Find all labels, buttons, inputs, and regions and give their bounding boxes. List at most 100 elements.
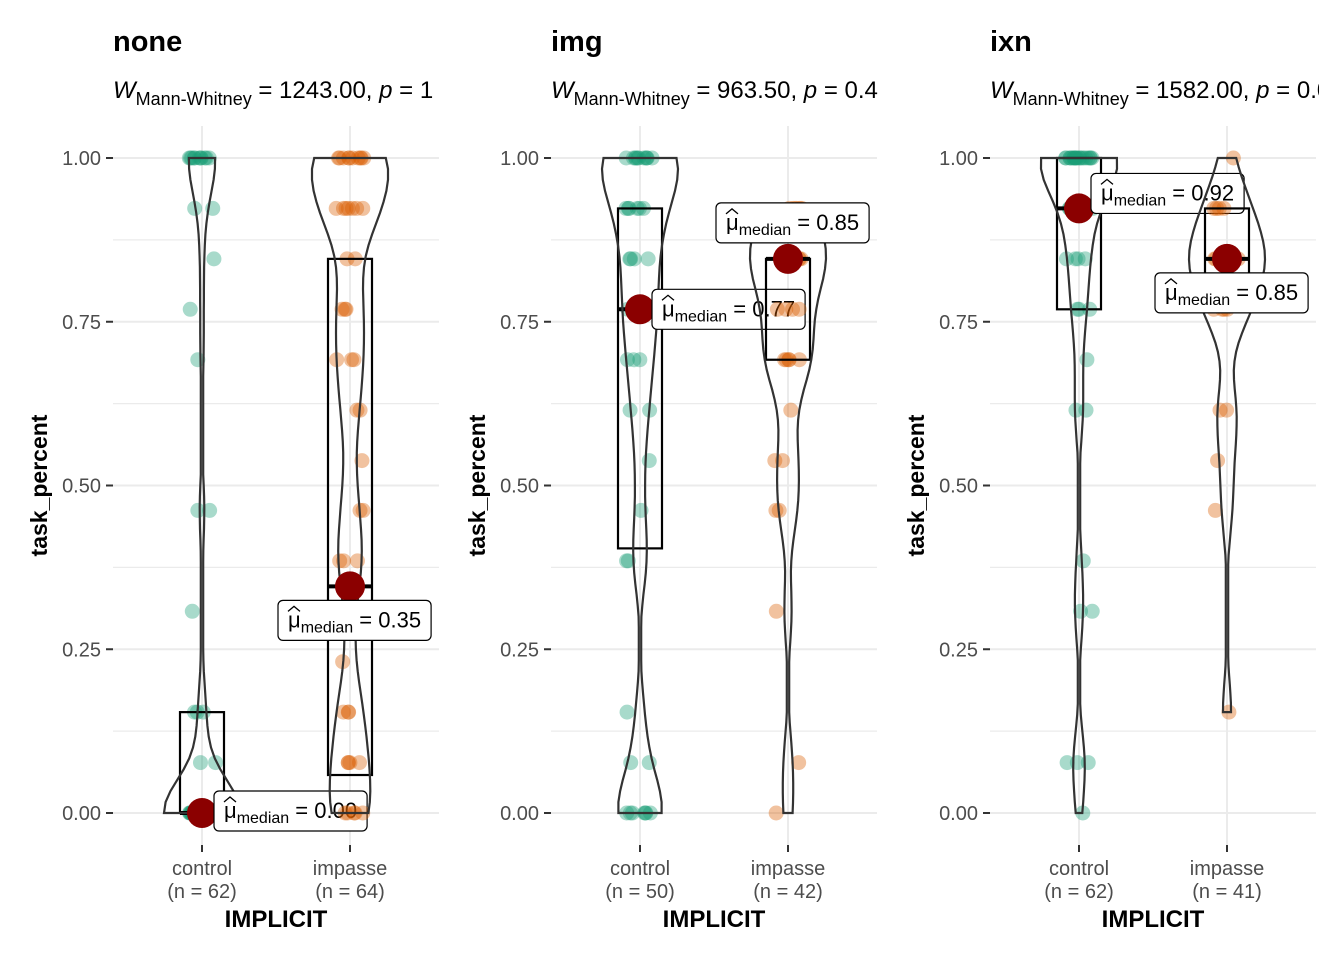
data-point — [202, 502, 218, 518]
x-tick-n-label: (n = 41) — [1192, 881, 1261, 903]
hat-mark — [661, 294, 675, 301]
mu-subscript: median — [237, 810, 289, 827]
y-tick-label: 0.25 — [939, 639, 978, 661]
data-point — [778, 301, 794, 317]
data-point — [619, 704, 635, 720]
data-point — [791, 301, 807, 317]
x-tick-label: impasse — [313, 858, 387, 880]
y-tick-label: 0.75 — [500, 312, 539, 334]
data-point — [334, 301, 350, 317]
grid-lines — [990, 126, 1316, 845]
x-tick-n-label: (n = 42) — [753, 881, 822, 903]
y-axis-label: task_percent — [26, 414, 52, 556]
data-point — [340, 755, 356, 771]
group-control: control(n = 62)μmedian = 0.92 — [1039, 150, 1245, 903]
data-point — [1067, 251, 1083, 267]
mu-symbol: μ — [288, 607, 301, 632]
data-point — [338, 301, 354, 317]
p-symbol: p — [378, 77, 392, 104]
p-value: = 1 — [393, 77, 434, 104]
panel-subtitle: WMann-Whitney = 1243.00, p = 1 — [113, 77, 433, 109]
data-point — [619, 352, 635, 368]
data-point — [1210, 453, 1226, 469]
data-point — [336, 553, 352, 569]
data-point — [622, 251, 638, 267]
median-value: = 0.85 — [1230, 280, 1298, 305]
median-label: μmedian = 0.00 — [213, 790, 368, 832]
median-label: μmedian = 0.92 — [1090, 172, 1245, 215]
median-value: = 0.85 — [791, 210, 859, 235]
data-point — [768, 805, 784, 821]
data-point — [349, 402, 365, 418]
median-label-box — [277, 599, 432, 641]
panel-ixn: ixn WMann-Whitney = 1582.00, p = 0.0 0.00 0… — [903, 26, 1330, 933]
panel-none: none WMann-Whitney = 1243.00, p = 1 0.00 0.… — [26, 26, 439, 933]
data-point — [190, 502, 206, 518]
stat-subscript: Mann-Whitney — [136, 89, 252, 109]
mu-symbol: μ — [662, 296, 675, 321]
data-point — [332, 553, 348, 569]
hat-mark — [725, 208, 739, 215]
data-point — [769, 301, 785, 317]
data-point — [340, 200, 356, 216]
x-tick-n-label: (n = 64) — [315, 881, 384, 903]
median-point — [1064, 193, 1094, 224]
data-point — [1078, 402, 1094, 418]
data-point — [632, 352, 648, 368]
mu-symbol: μ — [1165, 280, 1178, 305]
median-point — [625, 294, 655, 325]
data-point — [640, 251, 656, 267]
data-point — [349, 200, 365, 216]
mu-symbol: μ — [224, 798, 237, 823]
y-tick-label: 0.50 — [939, 476, 978, 498]
data-point — [623, 251, 639, 267]
hat-mark — [1100, 178, 1114, 185]
y-tick-label: 0.50 — [500, 476, 539, 498]
mu-subscript: median — [301, 619, 353, 636]
data-point — [184, 603, 200, 619]
data-point — [338, 200, 354, 216]
data-point — [1059, 755, 1075, 771]
data-point — [355, 502, 371, 518]
median-point — [1212, 243, 1242, 274]
data-point — [208, 755, 224, 771]
data-point — [791, 755, 807, 771]
data-point — [619, 553, 635, 569]
data-point — [346, 352, 362, 368]
y-tick-label: 1.00 — [500, 148, 539, 170]
x-tick-n-label: (n = 62) — [1044, 881, 1113, 903]
x-tick-label: control — [172, 858, 232, 880]
data-point — [337, 301, 353, 317]
data-point — [1070, 251, 1086, 267]
data-point — [641, 453, 657, 469]
y-tick-label: 0.00 — [500, 803, 539, 825]
stat-symbol: W — [551, 77, 576, 104]
x-axis-label: IMPLICIT — [663, 906, 766, 933]
hat-mark — [223, 796, 237, 803]
box — [616, 207, 664, 550]
group-impasse: impasse(n = 64) μmedian = 0.35 — [277, 150, 432, 903]
panel-subtitle: WMann-Whitney = 1582.00, p = 0.0 — [990, 77, 1330, 109]
data-point — [626, 352, 642, 368]
violin — [600, 156, 680, 815]
data-point — [785, 301, 801, 317]
group-control: control(n = 62)μmedian = 0.00 — [162, 150, 368, 903]
median-label: μmedian = 0.85 — [1154, 272, 1309, 314]
median-label-text: μmedian = 0.85 — [1165, 280, 1298, 309]
y-tick-label: 0.75 — [62, 312, 101, 334]
violin — [1187, 156, 1267, 714]
x-axis-label: IMPLICIT — [225, 906, 328, 933]
data-point — [351, 755, 367, 771]
x-tick-label: impasse — [751, 858, 825, 880]
stat-value: = 1243.00, — [252, 77, 379, 104]
stat-subscript: Mann-Whitney — [574, 89, 690, 109]
stat-value: = 1582.00, — [1129, 77, 1256, 104]
mu-symbol: μ — [726, 210, 739, 235]
hat-mark — [1164, 278, 1178, 285]
panel-title: none — [113, 26, 182, 58]
data-point — [1212, 402, 1228, 418]
data-point — [344, 200, 360, 216]
p-symbol: p — [803, 77, 817, 104]
panel-img: img WMann-Whitney = 963.50, p = 0.4 0.00 0.… — [464, 26, 878, 933]
